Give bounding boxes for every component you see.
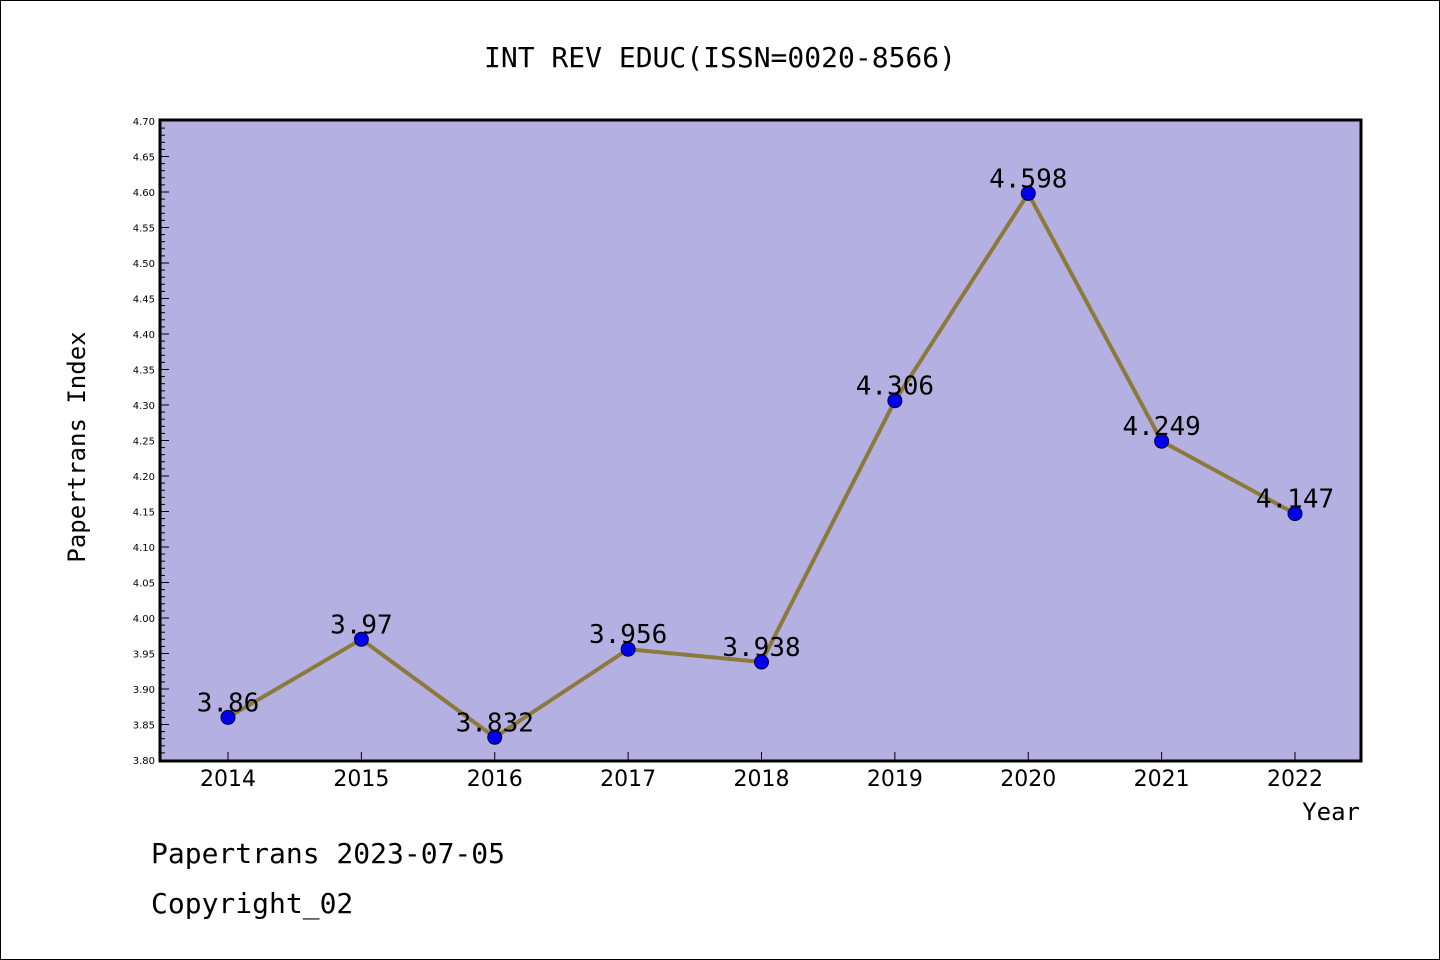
x-tick-label: 2016 — [467, 767, 523, 792]
data-label: 3.97 — [330, 610, 393, 640]
series-layer — [220, 185, 1303, 745]
y-tick-label: 4.50 — [133, 259, 155, 270]
data-label: 4.249 — [1122, 412, 1200, 442]
x-axis-title: Year — [1302, 798, 1360, 826]
x-tick-label: 2017 — [600, 767, 656, 792]
data-point — [487, 729, 503, 745]
y-tick-label: 4.20 — [133, 472, 155, 483]
data-label: 3.86 — [197, 688, 260, 718]
data-point — [1287, 506, 1303, 522]
y-tick-label: 4.05 — [133, 579, 155, 590]
data-point — [220, 709, 236, 725]
y-tick-label: 3.80 — [133, 756, 155, 767]
data-point — [353, 631, 369, 647]
y-tick-label: 4.25 — [133, 437, 155, 448]
data-point — [887, 393, 903, 409]
data-point — [754, 654, 769, 670]
data-label: 3.832 — [456, 708, 534, 738]
data-label: 4.598 — [989, 164, 1067, 194]
x-tick-label: 2019 — [867, 767, 923, 792]
y-tick-label: 4.55 — [133, 224, 155, 235]
x-tick-label: 2014 — [200, 767, 256, 792]
x-tick-label: 2020 — [1000, 767, 1056, 792]
data-label: 4.306 — [856, 372, 934, 402]
data-label: 3.956 — [589, 620, 667, 650]
y-tick-label: 4.15 — [133, 508, 155, 519]
x-axis-ticks: 2014 2015 2016 2017 2018 2019 2020 2021 2022 — [200, 752, 1323, 792]
data-point — [1154, 433, 1170, 449]
y-axis-title: Papertrans Index — [63, 331, 91, 562]
y-axis-ticks: 3.80 3.85 3.90 3.95 4.00 4.05 4.10 4.15 4.20 4.25… — [133, 117, 169, 767]
data-point — [1020, 185, 1036, 201]
y-tick-label: 4.40 — [133, 330, 155, 341]
data-point — [620, 641, 636, 657]
x-tick-label: 2015 — [333, 767, 389, 792]
x-tick-label: 2018 — [734, 767, 790, 792]
y-tick-label: 4.45 — [133, 295, 155, 306]
x-tick-label: 2021 — [1134, 767, 1190, 792]
data-labels: 3.86 3.97 3.832 3.956 3.938 4.306 4.598 4.249 4.… — [197, 164, 1334, 738]
y-tick-label: 4.60 — [133, 188, 155, 199]
chart-title: INT REV EDUC(ISSN=0020-8566) — [484, 41, 956, 74]
y-tick-label: 4.10 — [133, 543, 155, 554]
y-tick-label: 3.90 — [133, 685, 155, 696]
y-tick-label: 3.95 — [133, 650, 155, 661]
y-tick-label: 4.30 — [133, 401, 155, 412]
y-tick-label: 3.85 — [133, 721, 155, 732]
y-tick-label: 4.35 — [133, 366, 155, 377]
y-tick-label: 4.65 — [133, 153, 155, 164]
y-tick-label: 4.70 — [133, 117, 155, 128]
data-label: 3.938 — [722, 633, 800, 663]
footer-date: Papertrans 2023-07-05 — [151, 837, 506, 870]
x-tick-label: 2022 — [1267, 767, 1323, 792]
data-label: 4.147 — [1256, 485, 1334, 515]
footer-copyright: Copyright_02 — [151, 887, 354, 920]
y-tick-label: 4.00 — [133, 614, 155, 625]
